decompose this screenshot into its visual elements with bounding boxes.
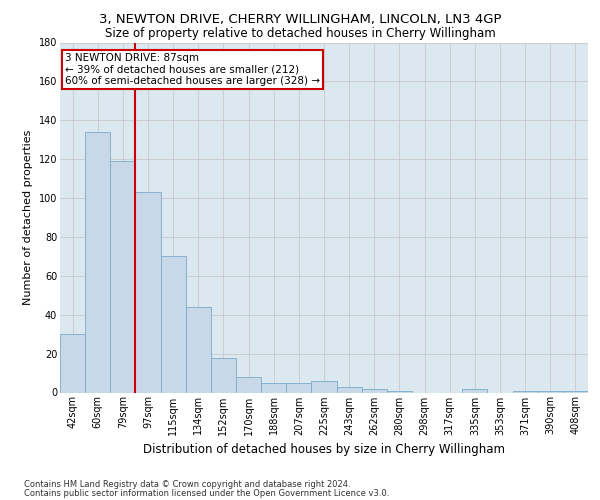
Text: Size of property relative to detached houses in Cherry Willingham: Size of property relative to detached ho…	[104, 28, 496, 40]
Text: Contains public sector information licensed under the Open Government Licence v3: Contains public sector information licen…	[24, 488, 389, 498]
Y-axis label: Number of detached properties: Number of detached properties	[23, 130, 33, 305]
Bar	[110, 161, 136, 392]
Bar	[311, 381, 337, 392]
Bar	[387, 390, 412, 392]
Text: Contains HM Land Registry data © Crown copyright and database right 2024.: Contains HM Land Registry data © Crown c…	[24, 480, 350, 489]
Bar	[85, 132, 110, 392]
Bar	[261, 383, 286, 392]
Bar	[462, 388, 487, 392]
Bar	[286, 383, 311, 392]
Bar	[538, 390, 563, 392]
Bar	[136, 192, 161, 392]
Bar	[60, 334, 85, 392]
Text: 3, NEWTON DRIVE, CHERRY WILLINGHAM, LINCOLN, LN3 4GP: 3, NEWTON DRIVE, CHERRY WILLINGHAM, LINC…	[99, 12, 501, 26]
Text: 3 NEWTON DRIVE: 87sqm
← 39% of detached houses are smaller (212)
60% of semi-det: 3 NEWTON DRIVE: 87sqm ← 39% of detached …	[65, 53, 320, 86]
Bar	[362, 388, 387, 392]
X-axis label: Distribution of detached houses by size in Cherry Willingham: Distribution of detached houses by size …	[143, 443, 505, 456]
Bar	[211, 358, 236, 392]
Bar	[512, 390, 538, 392]
Bar	[563, 390, 588, 392]
Bar	[236, 377, 261, 392]
Bar	[337, 386, 362, 392]
Bar	[161, 256, 186, 392]
Bar	[186, 307, 211, 392]
